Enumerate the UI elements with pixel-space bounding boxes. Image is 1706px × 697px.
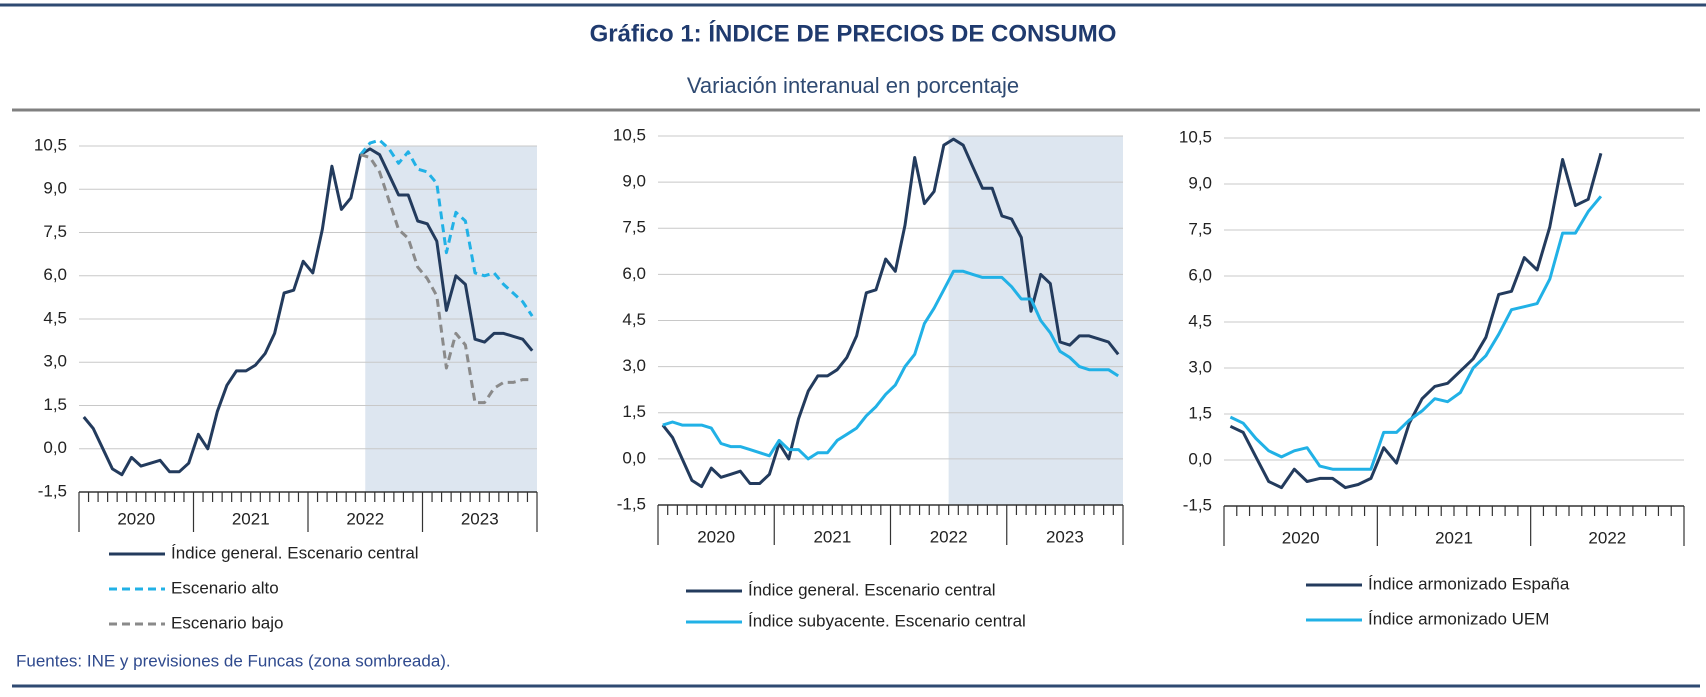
y-tick-label: 9,0 — [622, 172, 646, 191]
y-tick-label: 0,0 — [1188, 449, 1212, 468]
x-tick-label: 2022 — [1588, 528, 1626, 547]
x-tick-label: 2020 — [697, 527, 735, 546]
y-tick-label: 10,5 — [613, 125, 646, 144]
y-tick-label: 9,0 — [1188, 173, 1212, 192]
y-tick-label: -1,5 — [1183, 495, 1212, 514]
x-tick-label: 2023 — [1046, 527, 1084, 546]
legend-label: Escenario alto — [171, 578, 279, 597]
y-tick-label: 4,5 — [1188, 311, 1212, 330]
y-tick-label: 4,5 — [622, 310, 646, 329]
y-tick-label: 9,0 — [43, 179, 67, 198]
y-tick-label: 3,0 — [622, 356, 646, 375]
y-tick-label: 7,5 — [622, 218, 646, 237]
y-tick-label: 4,5 — [43, 308, 67, 327]
y-tick-label: 1,5 — [43, 395, 67, 414]
x-tick-label: 2021 — [813, 527, 851, 546]
legend-label: Índice armonizado UEM — [1368, 609, 1549, 628]
legend-label: Escenario bajo — [171, 613, 283, 632]
y-tick-label: 6,0 — [43, 265, 67, 284]
x-tick-label: 2020 — [1282, 528, 1320, 547]
source-note: Fuentes: INE y previsiones de Funcas (zo… — [16, 651, 451, 670]
legend-label: Índice subyacente. Escenario central — [748, 611, 1026, 630]
x-tick-label: 2022 — [930, 527, 968, 546]
y-tick-label: 1,5 — [622, 402, 646, 421]
y-tick-label: 7,5 — [1188, 219, 1212, 238]
x-tick-label: 2021 — [1435, 528, 1473, 547]
y-tick-label: 6,0 — [622, 264, 646, 283]
y-tick-label: 10,5 — [34, 135, 67, 154]
legend-label: Índice general. Escenario central — [171, 543, 419, 562]
y-tick-label: 6,0 — [1188, 265, 1212, 284]
series-line — [661, 137, 1120, 489]
series-line — [1229, 152, 1603, 490]
y-tick-label: -1,5 — [38, 481, 67, 500]
figure-title: Gráfico 1: ÍNDICE DE PRECIOS DE CONSUMO — [590, 19, 1117, 47]
y-tick-label: -1,5 — [617, 494, 646, 513]
x-tick-label: 2020 — [117, 509, 155, 528]
series-line — [1229, 195, 1603, 471]
x-tick-label: 2022 — [346, 509, 384, 528]
y-tick-label: 0,0 — [622, 448, 646, 467]
series-line — [82, 147, 534, 477]
legend-label: Índice general. Escenario central — [748, 580, 996, 599]
series-line — [359, 138, 534, 317]
y-tick-label: 3,0 — [43, 352, 67, 371]
x-tick-label: 2021 — [232, 509, 270, 528]
y-tick-label: 0,0 — [43, 438, 67, 457]
y-tick-label: 1,5 — [1188, 403, 1212, 422]
x-tick-label: 2023 — [461, 509, 499, 528]
series-line — [662, 269, 1120, 461]
series-line — [360, 153, 533, 405]
figure-subtitle: Variación interanual en porcentaje — [687, 73, 1019, 98]
y-tick-label: 7,5 — [43, 222, 67, 241]
y-tick-label: 10,5 — [1179, 127, 1212, 146]
y-tick-label: 3,0 — [1188, 357, 1212, 376]
legend-label: Índice armonizado España — [1368, 574, 1570, 593]
